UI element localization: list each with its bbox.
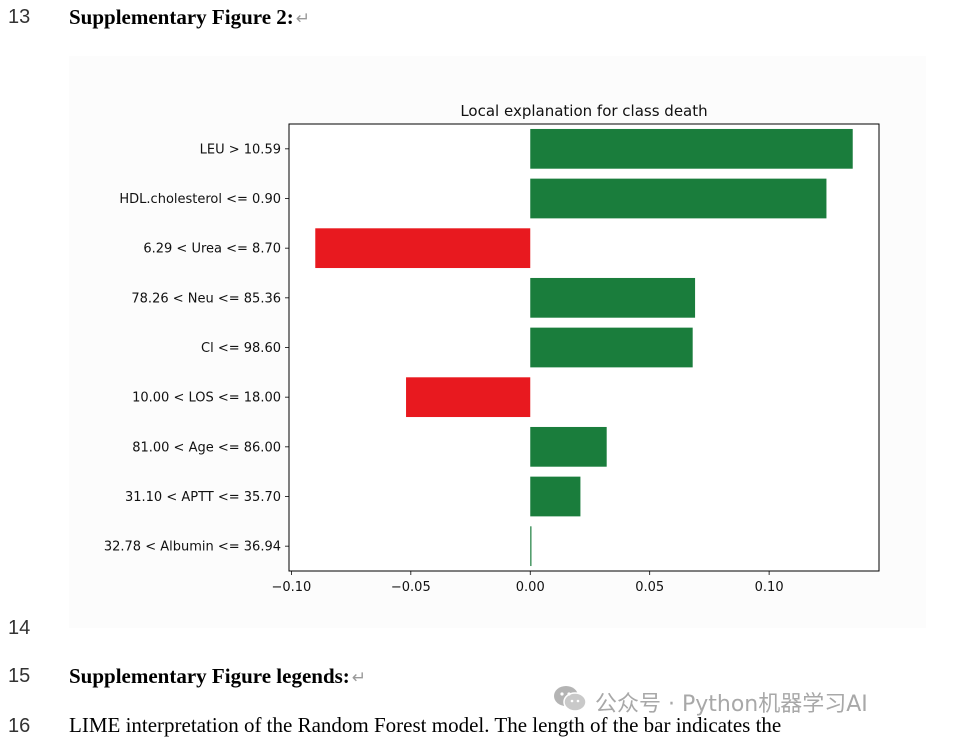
line-number-13: 13 [8, 6, 31, 28]
line-number-16: 16 [8, 715, 31, 737]
paragraph-mark: ↵ [295, 9, 311, 28]
category-label: Cl <= 98.60 [201, 341, 281, 356]
bar [530, 426, 607, 467]
category-label: 31.10 < APTT <= 35.70 [125, 490, 281, 505]
watermark: 公众号 · Python机器学习AI [553, 686, 868, 718]
category-label: LEU > 10.59 [200, 142, 281, 157]
bar [530, 178, 827, 219]
x-tick-label: −0.05 [391, 580, 431, 595]
chart-title: Local explanation for class death [460, 102, 707, 120]
legends-heading-text: Supplementary Figure legends: [69, 664, 350, 688]
x-tick-label: 0.10 [755, 580, 784, 595]
watermark-text: 公众号 · Python机器学习AI [595, 692, 868, 717]
category-label: 78.26 < Neu <= 85.36 [131, 291, 281, 306]
line-number-15: 15 [8, 665, 31, 687]
bar [530, 327, 693, 368]
bar [530, 476, 581, 517]
category-label: 10.00 < LOS <= 18.00 [132, 391, 281, 406]
bar [315, 228, 531, 269]
paragraph-mark: ↵ [351, 668, 367, 687]
x-tick-label: 0.00 [516, 580, 545, 595]
figure-image: Local explanation for class death LEU > 1… [69, 56, 926, 628]
wechat-icon [553, 685, 587, 719]
x-tick-label: −0.10 [271, 580, 311, 595]
figure-heading: Supplementary Figure 2: ↵ [69, 5, 310, 30]
category-label: 32.78 < Albumin <= 36.94 [104, 540, 281, 555]
lime-bar-chart: Local explanation for class death LEU > 1… [104, 102, 880, 595]
bar [530, 128, 853, 169]
category-label: HDL.cholesterol <= 0.90 [119, 192, 281, 207]
legends-heading: Supplementary Figure legends: ↵ [69, 664, 366, 689]
figure-heading-text: Supplementary Figure 2: [69, 5, 294, 29]
x-tick-label: 0.05 [635, 580, 664, 595]
category-label: 81.00 < Age <= 86.00 [132, 440, 281, 455]
category-label: 6.29 < Urea <= 8.70 [143, 242, 281, 257]
bar [530, 526, 532, 567]
plot-frame [288, 123, 880, 572]
bar [530, 277, 696, 318]
line-number-14: 14 [8, 617, 31, 639]
bar [406, 377, 531, 418]
legend-body-text: LIME interpretation of the Random Forest… [69, 713, 782, 737]
